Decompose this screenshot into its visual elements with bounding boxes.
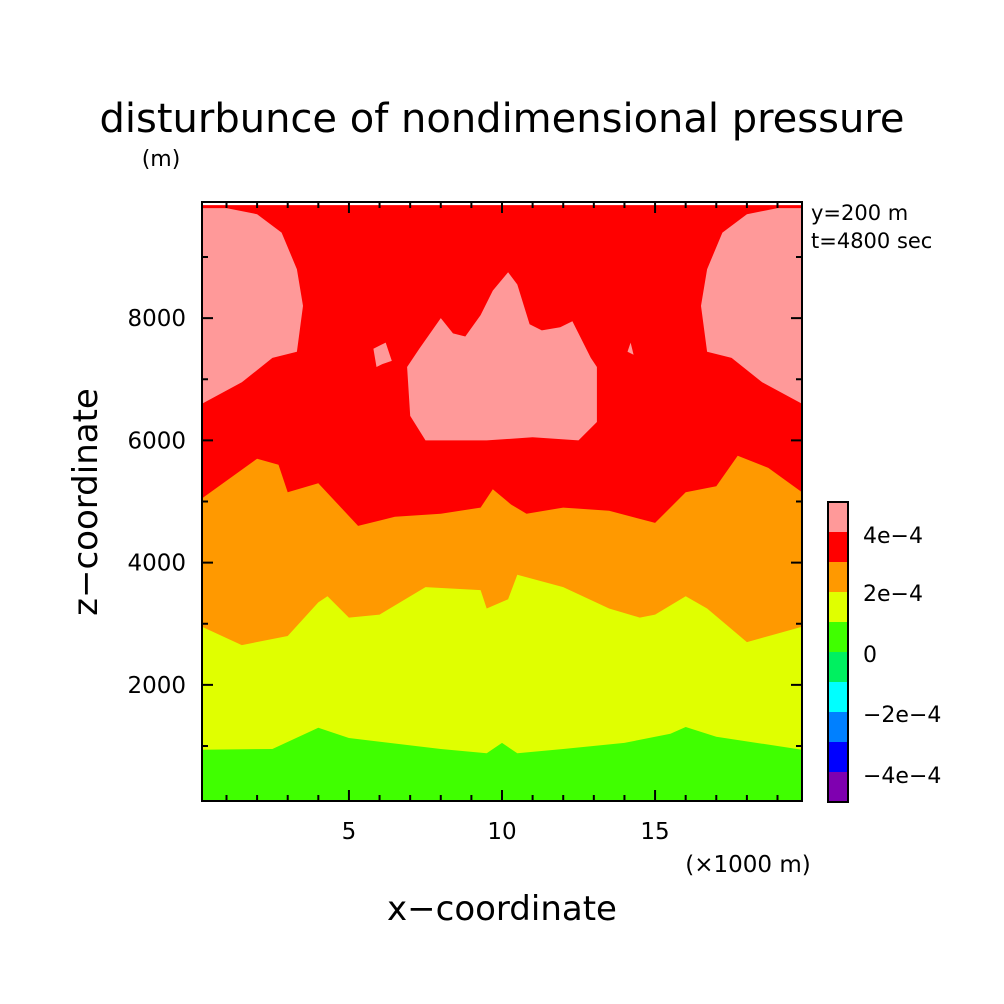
chart-title: disturbunce of nondimensional pressure [100,96,905,142]
x-tick-label: 15 [640,819,669,845]
colorbar-swatch [828,682,848,712]
band-0-to-1e-4 [202,727,802,801]
colorbar-swatch [828,562,848,592]
colorbar-frame [827,501,849,803]
colorbar: 4e−4 2e−4 0 −2e−4 −4e−4 [827,501,941,803]
y-tick-label: 6000 [127,428,186,454]
colorbar-label: 4e−4 [863,524,923,549]
high-small-right [627,342,634,355]
y-axis-unit: (m) [142,147,181,172]
annotation-t: t=4800 sec [811,229,932,253]
colorbar-swatch [828,592,848,622]
x-axis-unit: (×1000 m) [685,852,810,878]
colorbar-swatch [828,742,848,772]
colorbar-swatch [828,502,848,532]
x-axis-label: x−coordinate [387,889,617,929]
y-axis-label: z−coordinate [66,388,106,616]
high-left [202,208,303,404]
y-tick-label: 8000 [127,306,186,332]
colorbar-swatch [828,532,848,562]
x-tick-label: 10 [487,819,516,845]
colorbar-label: 0 [863,643,877,668]
colorbar-label: −4e−4 [863,764,941,789]
colorbar-swatch [828,622,848,652]
colorbar-label: −2e−4 [863,703,941,728]
y-axis: 2000 4000 6000 8000 [127,256,802,747]
high-right [701,208,802,404]
high-center [407,272,597,441]
y-tick-label: 4000 [127,551,186,577]
annotation-y: y=200 m [811,201,908,225]
colorbar-swatch [828,772,848,802]
colorbar-swatch [828,712,848,742]
x-tick-label: 5 [342,819,357,845]
x-axis: 5 10 15 [225,202,779,845]
colorbar-swatch [828,652,848,682]
colorbar-label: 2e−4 [863,582,923,607]
y-tick-label: 2000 [127,673,186,699]
high-small-left [373,342,392,367]
plot-area [202,205,802,802]
